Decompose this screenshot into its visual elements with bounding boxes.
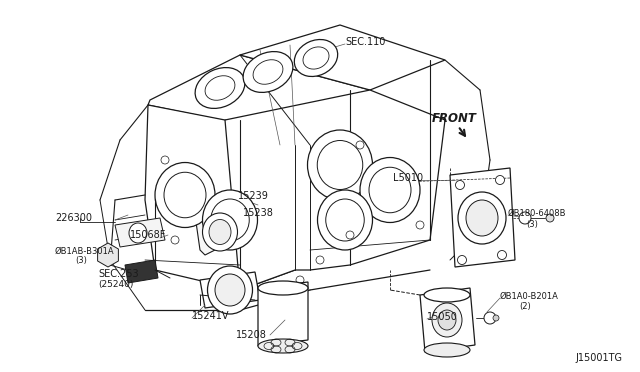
Ellipse shape xyxy=(195,68,245,108)
Text: 15241V: 15241V xyxy=(192,311,230,321)
Text: (3): (3) xyxy=(526,219,538,228)
Ellipse shape xyxy=(209,219,231,244)
Ellipse shape xyxy=(258,281,308,295)
Ellipse shape xyxy=(207,266,253,314)
Text: L5010: L5010 xyxy=(393,173,423,183)
Ellipse shape xyxy=(215,274,245,306)
Ellipse shape xyxy=(466,200,498,236)
Ellipse shape xyxy=(432,303,462,337)
Ellipse shape xyxy=(458,192,506,244)
Polygon shape xyxy=(225,90,445,290)
Ellipse shape xyxy=(546,214,554,222)
Text: 15050: 15050 xyxy=(427,312,458,322)
Ellipse shape xyxy=(360,157,420,222)
Ellipse shape xyxy=(294,39,338,77)
Polygon shape xyxy=(200,272,260,308)
Ellipse shape xyxy=(424,288,470,302)
Text: FRONT: FRONT xyxy=(432,112,477,125)
Ellipse shape xyxy=(456,180,465,189)
Text: SEC.253: SEC.253 xyxy=(98,269,139,279)
Ellipse shape xyxy=(258,339,308,353)
Ellipse shape xyxy=(202,190,257,250)
Text: (25240): (25240) xyxy=(98,280,133,289)
Ellipse shape xyxy=(495,176,504,185)
Text: SEC.110: SEC.110 xyxy=(345,37,385,47)
Ellipse shape xyxy=(424,343,470,357)
Text: 15068F: 15068F xyxy=(130,230,166,240)
Ellipse shape xyxy=(519,212,531,224)
Polygon shape xyxy=(450,168,515,267)
Ellipse shape xyxy=(303,47,329,69)
Ellipse shape xyxy=(164,172,206,218)
Ellipse shape xyxy=(493,315,499,321)
Text: 15238: 15238 xyxy=(243,208,274,218)
Polygon shape xyxy=(240,25,445,90)
Text: ØB1AB-B301A: ØB1AB-B301A xyxy=(55,247,115,256)
Polygon shape xyxy=(148,55,370,145)
Text: ØB1A0-B201A: ØB1A0-B201A xyxy=(500,292,559,301)
Text: (2): (2) xyxy=(519,301,531,311)
Ellipse shape xyxy=(129,223,147,243)
Ellipse shape xyxy=(326,199,364,241)
Polygon shape xyxy=(98,243,118,267)
Polygon shape xyxy=(145,105,310,290)
Text: 15239: 15239 xyxy=(238,191,269,201)
Text: ØB180-6408B: ØB180-6408B xyxy=(508,208,566,218)
Text: J15001TG: J15001TG xyxy=(575,353,622,363)
Polygon shape xyxy=(115,218,165,247)
Text: 15208: 15208 xyxy=(236,330,267,340)
Text: 226300: 226300 xyxy=(55,213,92,223)
Ellipse shape xyxy=(497,250,506,260)
Polygon shape xyxy=(195,205,245,255)
Ellipse shape xyxy=(205,76,235,100)
Ellipse shape xyxy=(307,130,372,200)
Text: (3): (3) xyxy=(75,257,87,266)
Ellipse shape xyxy=(317,190,372,250)
Ellipse shape xyxy=(202,213,237,251)
Ellipse shape xyxy=(243,52,293,92)
Ellipse shape xyxy=(458,256,467,264)
Polygon shape xyxy=(420,288,475,352)
Polygon shape xyxy=(258,282,308,346)
Ellipse shape xyxy=(253,60,283,84)
Polygon shape xyxy=(125,260,158,283)
Ellipse shape xyxy=(211,199,249,241)
Ellipse shape xyxy=(155,163,215,228)
Ellipse shape xyxy=(438,310,456,330)
Ellipse shape xyxy=(369,167,411,213)
Ellipse shape xyxy=(484,312,496,324)
Ellipse shape xyxy=(317,141,363,189)
